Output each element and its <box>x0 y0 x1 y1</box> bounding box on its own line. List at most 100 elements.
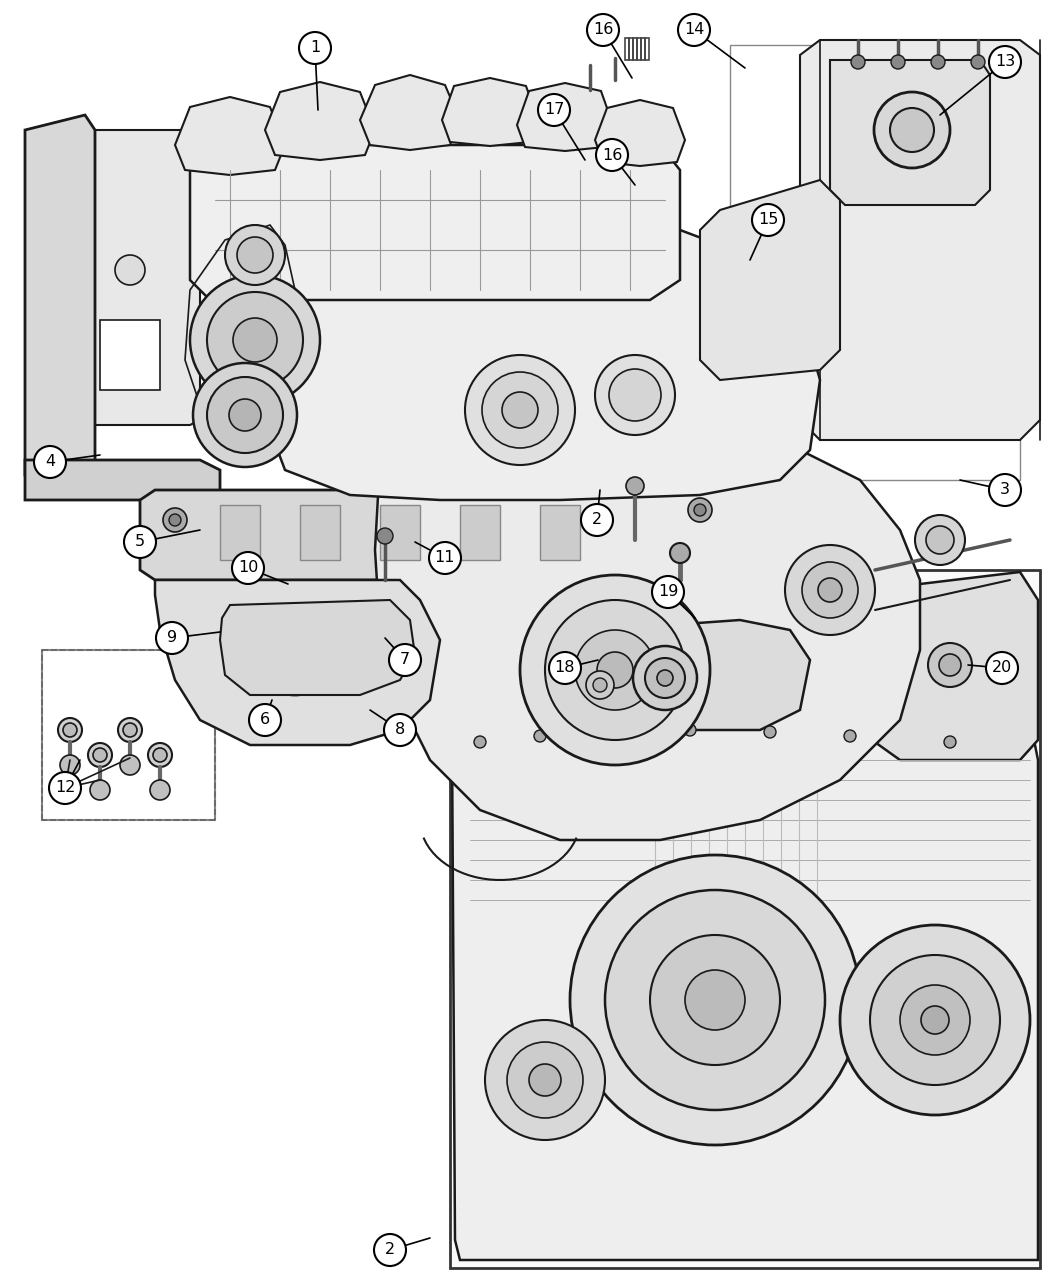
Polygon shape <box>865 572 1038 760</box>
Text: 2: 2 <box>385 1243 395 1257</box>
Circle shape <box>299 32 331 64</box>
Text: 14: 14 <box>684 23 705 37</box>
Circle shape <box>520 575 710 765</box>
Circle shape <box>844 731 856 742</box>
Circle shape <box>93 748 107 762</box>
Polygon shape <box>528 620 810 731</box>
Circle shape <box>207 292 303 388</box>
Polygon shape <box>25 460 220 500</box>
Circle shape <box>163 507 187 532</box>
Text: 10: 10 <box>237 561 258 575</box>
Circle shape <box>485 1020 605 1140</box>
Circle shape <box>120 755 140 775</box>
Circle shape <box>891 55 905 69</box>
Polygon shape <box>100 320 160 390</box>
Circle shape <box>874 92 950 168</box>
Text: 15: 15 <box>758 213 778 227</box>
Circle shape <box>657 669 673 686</box>
Circle shape <box>429 542 461 574</box>
Polygon shape <box>360 75 460 150</box>
Circle shape <box>685 970 746 1030</box>
Circle shape <box>597 652 633 688</box>
Circle shape <box>190 275 320 405</box>
Circle shape <box>581 504 613 536</box>
Circle shape <box>694 504 706 516</box>
Circle shape <box>971 55 985 69</box>
Circle shape <box>928 643 972 687</box>
Circle shape <box>123 723 136 737</box>
Polygon shape <box>830 60 990 205</box>
Text: 2: 2 <box>592 513 602 528</box>
Text: 6: 6 <box>260 713 270 728</box>
Circle shape <box>63 723 77 737</box>
Circle shape <box>926 527 954 555</box>
Circle shape <box>60 755 80 775</box>
Circle shape <box>156 622 188 654</box>
Circle shape <box>148 743 172 768</box>
Circle shape <box>388 644 421 676</box>
Circle shape <box>153 748 167 762</box>
Polygon shape <box>375 450 920 840</box>
Circle shape <box>670 543 690 564</box>
Circle shape <box>285 650 304 669</box>
Polygon shape <box>452 720 1038 1260</box>
Circle shape <box>752 204 784 236</box>
Circle shape <box>193 363 297 467</box>
Circle shape <box>650 935 780 1065</box>
Circle shape <box>538 94 570 126</box>
Text: 16: 16 <box>602 148 623 162</box>
Text: 1: 1 <box>310 41 320 56</box>
Circle shape <box>802 562 858 618</box>
Text: 11: 11 <box>435 551 456 566</box>
Circle shape <box>549 652 581 683</box>
Circle shape <box>986 652 1018 683</box>
Circle shape <box>465 354 575 465</box>
Text: 8: 8 <box>395 723 405 737</box>
Circle shape <box>586 671 614 699</box>
Polygon shape <box>220 505 260 560</box>
Circle shape <box>684 724 696 736</box>
Circle shape <box>237 237 273 273</box>
Circle shape <box>931 55 945 69</box>
Polygon shape <box>155 580 440 745</box>
Polygon shape <box>540 505 580 560</box>
Circle shape <box>374 1234 406 1266</box>
Circle shape <box>545 601 685 740</box>
Bar <box>450 570 1040 1269</box>
Polygon shape <box>85 130 200 425</box>
Circle shape <box>90 780 110 799</box>
Circle shape <box>609 368 662 421</box>
Text: 20: 20 <box>992 660 1012 676</box>
Text: 3: 3 <box>1000 482 1010 497</box>
Circle shape <box>49 771 81 805</box>
Circle shape <box>118 718 142 742</box>
Circle shape <box>58 718 82 742</box>
Circle shape <box>939 654 961 676</box>
Circle shape <box>260 625 330 695</box>
Circle shape <box>34 446 66 478</box>
Circle shape <box>688 499 712 521</box>
Polygon shape <box>442 78 538 147</box>
Circle shape <box>785 544 875 635</box>
Circle shape <box>529 1065 561 1096</box>
Circle shape <box>604 725 616 738</box>
Text: 4: 4 <box>45 454 55 469</box>
Circle shape <box>870 955 1000 1085</box>
Circle shape <box>633 646 697 710</box>
Text: 9: 9 <box>167 631 177 645</box>
Circle shape <box>207 377 284 453</box>
Circle shape <box>596 139 628 171</box>
Text: 7: 7 <box>400 653 411 668</box>
Text: 17: 17 <box>544 102 564 117</box>
Circle shape <box>587 14 620 46</box>
Polygon shape <box>140 490 780 580</box>
Circle shape <box>989 46 1021 78</box>
Text: 16: 16 <box>593 23 613 37</box>
Polygon shape <box>700 180 840 380</box>
Circle shape <box>88 743 112 768</box>
Circle shape <box>570 856 860 1145</box>
Circle shape <box>652 576 684 608</box>
Text: 5: 5 <box>135 534 145 550</box>
Circle shape <box>840 924 1030 1116</box>
Circle shape <box>225 224 285 286</box>
